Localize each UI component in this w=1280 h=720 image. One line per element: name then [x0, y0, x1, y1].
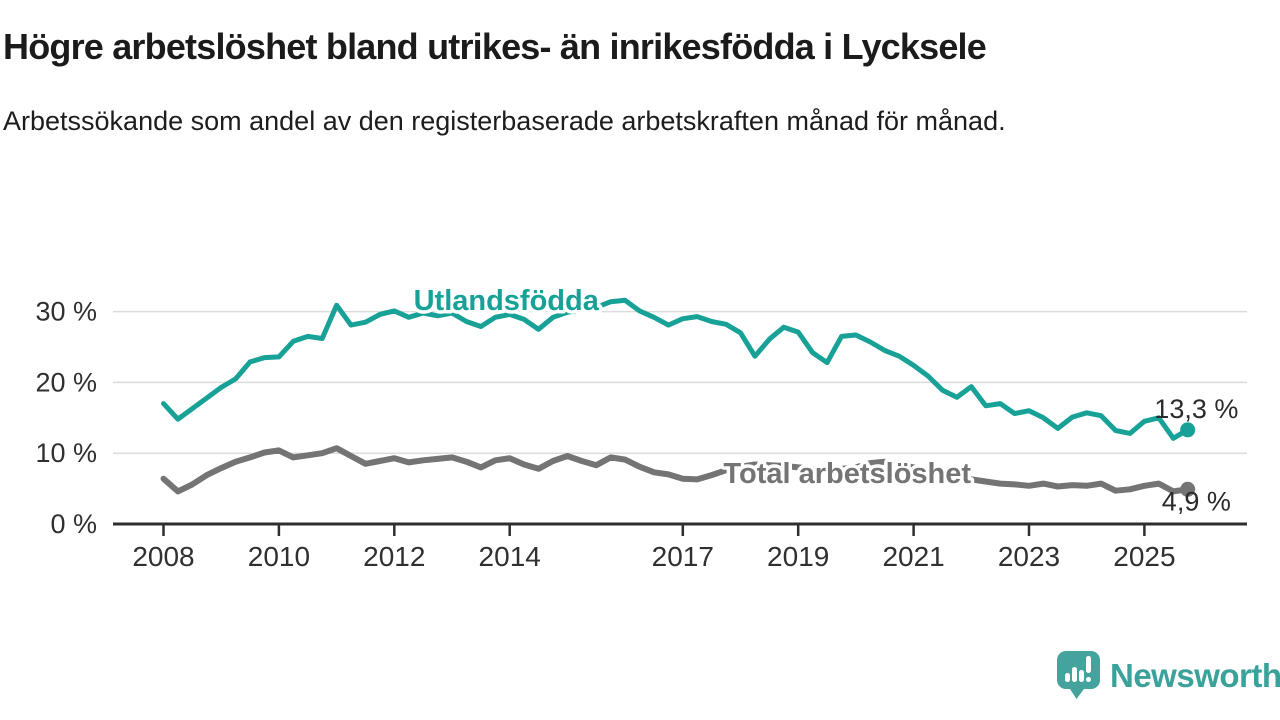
logo-exclamation-bar [1086, 656, 1091, 673]
x-axis-label-2017: 2017 [652, 541, 714, 572]
x-axis-label-2023: 2023 [998, 541, 1060, 572]
x-axis-label-2008: 2008 [132, 541, 194, 572]
logo-exclamation-dot [1086, 677, 1091, 682]
series-label-total-arbetsl-shet: Total arbetslöshet [723, 458, 971, 490]
y-axis-label-20: 20 % [35, 367, 97, 397]
logo-bubble-shape [1057, 651, 1100, 699]
chart-header: Högre arbetslöshet bland utrikes- än inr… [3, 26, 1273, 144]
newsworthy-logo-icon [1057, 651, 1100, 699]
value-annotation-0: 13,3 % [1154, 394, 1238, 424]
chart-title: Högre arbetslöshet bland utrikes- än inr… [3, 26, 987, 67]
y-axis-label-0: 0 % [50, 509, 97, 539]
logo-bar-small [1065, 673, 1070, 682]
series-end-dot-total-arbetsl-shet [1180, 481, 1196, 497]
x-axis-label-2025: 2025 [1113, 541, 1175, 572]
chart-subtitle: Arbetssökande som andel av den registerb… [3, 106, 1006, 137]
x-axis-label-2019: 2019 [767, 541, 829, 572]
newsworthy-wordmark: Newsworthy [1110, 656, 1280, 694]
series-label-utlandsf-dda: Utlandsfödda [414, 285, 600, 317]
x-axis-label-2012: 2012 [363, 541, 425, 572]
series-line-utlandsf-dda [161, 297, 1191, 441]
x-axis-label-2014: 2014 [479, 541, 541, 572]
y-axis-label-10: 10 % [35, 438, 97, 468]
y-axis-label-30: 30 % [35, 297, 97, 327]
series-line-total-arbetsl-shet [160, 445, 1191, 495]
x-axis-label-2010: 2010 [248, 541, 310, 572]
logo-bar-tall [1072, 667, 1077, 682]
value-annotation-1: 4,9 % [1162, 487, 1231, 517]
x-axis-label-2021: 2021 [882, 541, 944, 572]
newsworthy-logo: Newsworthy [1056, 650, 1280, 700]
series-end-dot-utlandsf-dda [1180, 422, 1196, 438]
logo-bar-medium [1079, 670, 1084, 682]
